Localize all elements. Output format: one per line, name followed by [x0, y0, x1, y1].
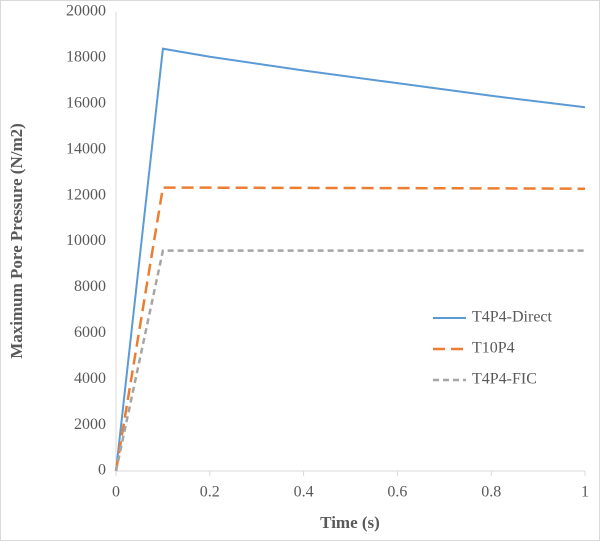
- y-tick-label: 18000: [66, 49, 106, 66]
- data-line: [114, 249, 585, 472]
- x-tick-label: 0.2: [200, 484, 220, 501]
- data-line: [115, 47, 586, 472]
- y-tick-label: 2000: [74, 416, 106, 433]
- y-tick-label: 8000: [74, 278, 106, 295]
- y-tick-label: 10000: [66, 232, 106, 249]
- legend-label: T4P4-FIC: [472, 371, 537, 388]
- x-tick-label: 0.4: [294, 484, 314, 501]
- legend-label: T10P4: [472, 340, 515, 357]
- data-line: [114, 186, 586, 472]
- y-tick-label: 0: [98, 462, 106, 479]
- x-tick-label: 1: [581, 484, 589, 501]
- x-tick-label: 0.6: [387, 484, 407, 501]
- y-axis-title: Maximum Pore Pressure (N/m2): [7, 123, 26, 359]
- y-tick-label: 14000: [66, 140, 106, 157]
- y-tick-label: 20000: [66, 3, 106, 20]
- x-tick-label: 0: [112, 484, 120, 501]
- y-tick-label: 12000: [66, 186, 106, 203]
- x-axis-title: Time (s): [320, 513, 380, 532]
- x-tick-label: 0.8: [481, 484, 501, 501]
- y-tick-label: 16000: [66, 94, 106, 111]
- legend-label: T4P4-Direct: [472, 309, 553, 326]
- y-tick-label: 6000: [74, 324, 106, 341]
- y-tick-label: 4000: [74, 370, 106, 387]
